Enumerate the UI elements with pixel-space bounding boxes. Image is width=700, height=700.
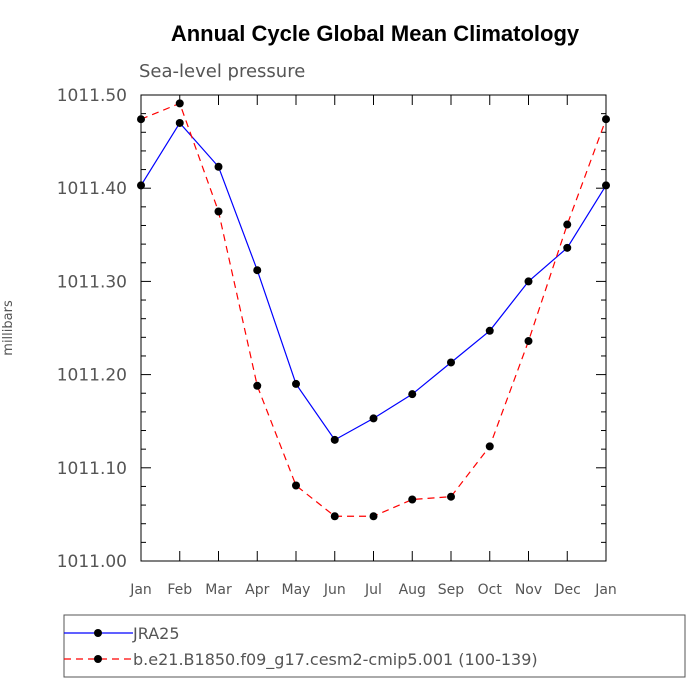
- series-2-point: [447, 492, 455, 501]
- series-2-point: [292, 481, 300, 490]
- y-axis-label: millibars: [1, 300, 16, 356]
- y-tick-label: 1011.50: [57, 86, 127, 106]
- y-tick-label: 1011.00: [57, 552, 127, 572]
- x-tick-label: Feb: [167, 582, 192, 598]
- series-2-point: [408, 495, 417, 504]
- y-tick-label: 1011.40: [57, 179, 127, 199]
- x-tick-label: Oct: [478, 582, 503, 598]
- series-2-point: [330, 512, 339, 521]
- series-line-1: [140, 121, 607, 441]
- series-1-point: [214, 162, 223, 171]
- x-tick-label: Nov: [515, 582, 542, 598]
- series-1-point: [485, 326, 494, 335]
- y-tick-label: 1011.30: [57, 272, 127, 292]
- series-1-point: [447, 358, 455, 367]
- x-tick-label: Dec: [554, 582, 581, 598]
- legend-box: [63, 614, 686, 678]
- legend-label-2: b.e21.B1850.f09_g17.cesm2-cmip5.001 (100…: [133, 650, 538, 670]
- legend-label-1: JRA25: [132, 624, 180, 643]
- series-1-point: [330, 435, 339, 444]
- plot-frame: [140, 94, 607, 562]
- x-tick-label: Jul: [364, 582, 382, 598]
- series-1-point: [253, 266, 262, 275]
- x-tick-label: May: [282, 582, 311, 598]
- y-tick-label: 1011.20: [57, 366, 127, 386]
- series-1-point: [369, 414, 378, 423]
- x-tick-label: Sep: [438, 582, 465, 598]
- x-tick-label: Apr: [245, 582, 269, 598]
- series-2-point: [253, 381, 262, 390]
- x-tick-label: Jan: [129, 582, 152, 598]
- series-1-point: [524, 277, 533, 286]
- series-1-point: [175, 118, 184, 127]
- series-1-point: [563, 243, 572, 252]
- x-tick-label: Jan: [594, 582, 617, 598]
- legend-marker-1: [94, 629, 102, 637]
- x-tick-label: Mar: [205, 582, 232, 598]
- y-tick-label: 1011.10: [57, 459, 127, 479]
- legend-marker-2: [94, 655, 102, 663]
- series-1-point: [408, 390, 417, 399]
- series-2-point: [369, 512, 378, 521]
- series-layer: [137, 99, 610, 521]
- y-tick-labels: 1011.00 1011.10 1011.20 1011.30 1011.40 1011.…: [57, 86, 127, 572]
- series-2-point: [563, 220, 572, 229]
- series-2-point: [524, 337, 533, 346]
- x-tick-labels: Jan Feb Mar Apr May Jun Jul Aug Sep Oct Nov Dec Jan: [129, 582, 617, 598]
- series-2-point: [485, 442, 494, 451]
- series-line-2: [140, 102, 607, 517]
- series-1-point: [292, 379, 300, 388]
- x-tick-label: Jun: [323, 582, 346, 598]
- series-2-point: [214, 207, 223, 216]
- chart-title: Annual Cycle Global Mean Climatology: [171, 21, 580, 46]
- chart-subtitle: Sea-level pressure: [139, 61, 305, 82]
- x-tick-label: Aug: [399, 582, 426, 598]
- legend: JRA25 b.e21.B1850.f09_g17.cesm2-cmip5.001…: [64, 624, 538, 670]
- series-2-point: [175, 99, 184, 108]
- axis-ticks: [140, 94, 607, 562]
